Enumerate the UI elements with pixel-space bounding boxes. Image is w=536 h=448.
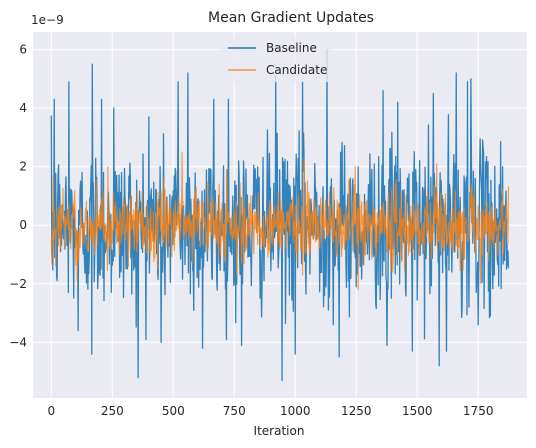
y-tick-label: −2 — [9, 277, 27, 291]
series-line-candidate — [50, 151, 510, 291]
legend-label-candidate: Candidate — [266, 63, 327, 77]
legend-box — [220, 38, 332, 82]
series-layer — [50, 48, 510, 382]
y-offset-label: 1e−9 — [31, 13, 64, 27]
x-tick-label: 250 — [101, 404, 124, 418]
x-tick-label: 1500 — [402, 404, 433, 418]
y-tick-label: 2 — [19, 160, 27, 174]
tick-labels: 0 250 500 750 1000 1250 1500 1750 −4 −2 0 2 4 6 — [9, 43, 493, 418]
legend-label-baseline: Baseline — [266, 41, 317, 55]
y-tick-label: −4 — [9, 335, 27, 349]
y-tick-label: 0 — [19, 218, 27, 232]
x-axis-label: Iteration — [254, 424, 305, 438]
x-tick-label: 500 — [162, 404, 185, 418]
x-tick-label: 1250 — [341, 404, 372, 418]
x-tick-label: 750 — [223, 404, 246, 418]
chart-title: Mean Gradient Updates — [208, 10, 374, 26]
x-tick-label: 0 — [47, 404, 55, 418]
y-tick-label: 6 — [19, 43, 27, 57]
y-tick-label: 4 — [19, 101, 27, 115]
x-tick-label: 1000 — [280, 404, 311, 418]
legend: Baseline Candidate — [220, 38, 332, 82]
x-tick-label: 1750 — [463, 404, 494, 418]
